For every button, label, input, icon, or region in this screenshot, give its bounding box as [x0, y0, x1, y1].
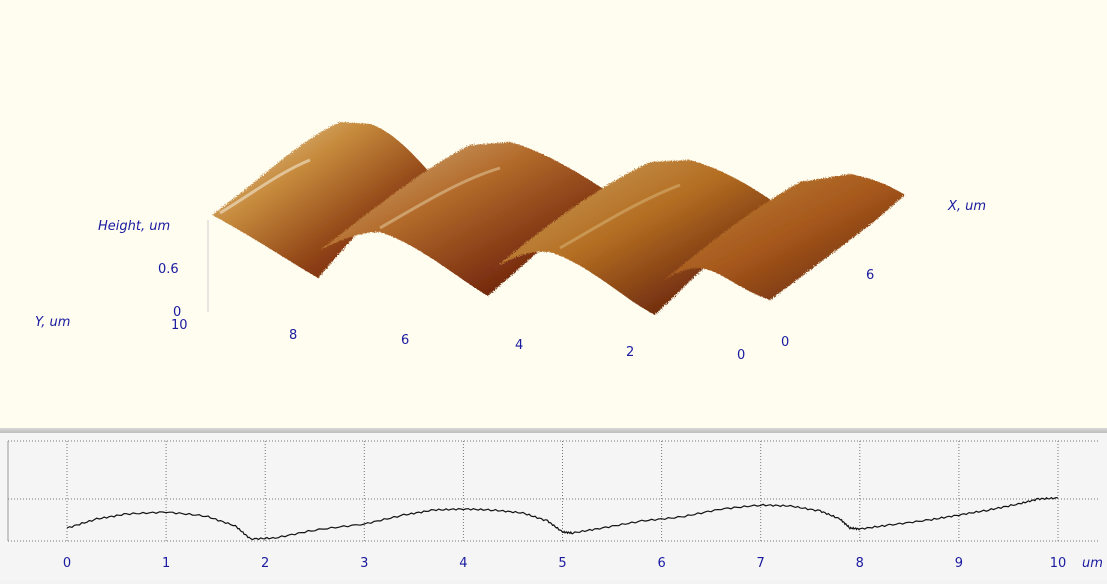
x-tick-label: 7: [757, 556, 765, 571]
y-tick-label: 2: [626, 345, 635, 360]
x-tick-label: 6: [866, 268, 875, 283]
x-tick-label: 4: [459, 556, 467, 571]
panel-splitter[interactable]: [0, 428, 1107, 433]
x-tick-label: 0: [781, 335, 790, 350]
surface-3d-view[interactable]: Height, um X, um Y, um 0.6 0 10 8 6 4 2 …: [0, 0, 1107, 428]
surface-ridge: [212, 122, 432, 278]
y-tick-label: 8: [289, 328, 298, 343]
x-unit-label: um: [1082, 556, 1103, 571]
profile-panel: 0 1 2 3 4 5 6 7 8 9 10 um: [0, 433, 1107, 580]
x-tick-label: 8: [856, 556, 864, 571]
surface-ridge: [320, 142, 608, 296]
x-tick-label: 1: [162, 556, 170, 571]
x-tick-label: 2: [261, 556, 269, 571]
y-axis-title: Y, um: [35, 315, 71, 330]
surface-plot-3d: [207, 122, 905, 315]
z-tick-label: 0: [173, 305, 182, 320]
x-tick-label: 10: [1050, 556, 1067, 571]
z-tick-label: 0.6: [158, 262, 179, 277]
y-tick-label: 6: [401, 333, 410, 348]
x-tick-label: 6: [657, 556, 665, 571]
z-axis-title: Height, um: [98, 219, 171, 234]
y-tick-label: 0: [737, 348, 746, 363]
x-tick-label: 0: [63, 556, 71, 571]
x-axis-title: X, um: [948, 199, 987, 214]
profile-series-line: [66, 496, 1059, 541]
x-tick-label: 9: [955, 556, 963, 571]
x-tick-label: 5: [558, 556, 566, 571]
surface-ridge: [662, 174, 905, 300]
x-tick-label: 3: [360, 556, 368, 571]
profile-chart: 0 1 2 3 4 5 6 7 8 9 10 um: [7, 440, 1103, 571]
y-tick-label: 4: [515, 338, 524, 353]
y-tick-label: 10: [171, 318, 188, 333]
surface-ridge: [495, 160, 778, 315]
